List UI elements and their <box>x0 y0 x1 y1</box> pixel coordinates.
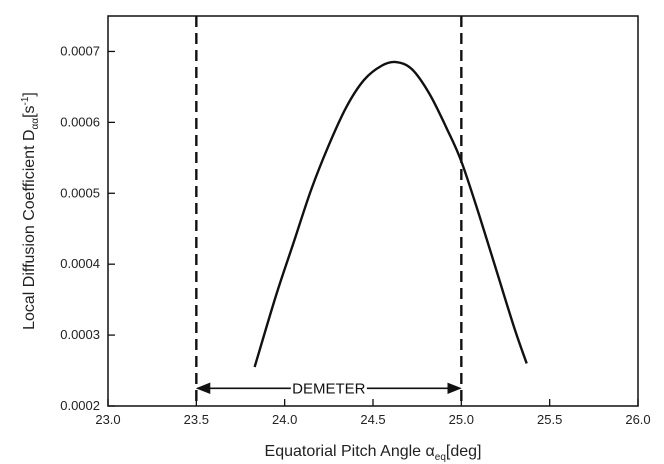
y-tick-label: 0.0007 <box>60 43 100 58</box>
x-tick-label: 25.5 <box>537 412 562 427</box>
reference-lines <box>195 16 463 406</box>
y-axis-title: Local Diffusion Coefficient Dαα[s-1] <box>20 92 41 330</box>
series-line <box>253 60 528 368</box>
y-tick-label: 0.0006 <box>60 114 100 129</box>
x-axis-ticks: 23.0 23.5 24.0 24.5 25.0 25.5 26.0 <box>95 399 651 427</box>
y-tick-label: 0.0004 <box>60 256 100 271</box>
x-tick-label: 24.5 <box>360 412 385 427</box>
x-tick-label: 25.0 <box>449 412 474 427</box>
x-tick-label: 24.0 <box>272 412 297 427</box>
annotation-label: DEMETER <box>292 380 366 397</box>
x-tick-label: 23.0 <box>95 412 120 427</box>
series-points <box>255 62 527 367</box>
y-tick-label: 0.0005 <box>60 185 100 200</box>
y-tick-label: 0.0003 <box>60 327 100 342</box>
x-tick-label: 26.0 <box>625 412 650 427</box>
x-axis-title: Equatorial Pitch Angle αeq[deg] <box>265 443 482 463</box>
y-axis-ticks: 0.0002 0.0003 0.0004 0.0005 0.0006 0.0007 <box>60 43 115 413</box>
annotation-background <box>290 380 367 397</box>
x-tick-label: 23.5 <box>184 412 209 427</box>
plot-frame <box>107 15 639 407</box>
y-tick-label: 0.0002 <box>60 398 100 413</box>
